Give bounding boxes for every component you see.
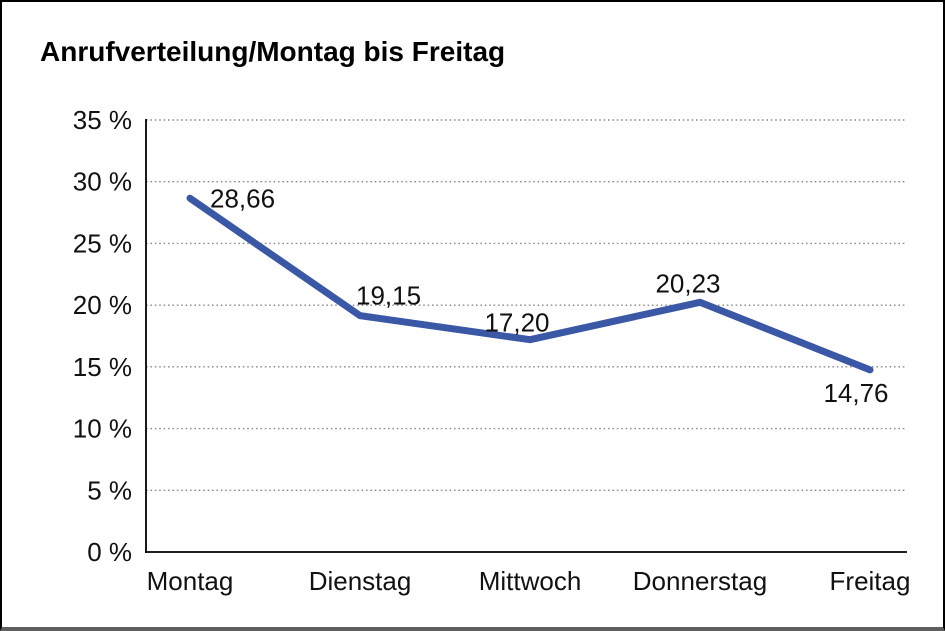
y-tick-label: 35 % [73,105,132,135]
data-point-label: 28,66 [210,183,275,213]
y-tick-label: 20 % [73,290,132,320]
data-point-label: 19,15 [356,281,421,311]
y-tick-label: 5 % [87,475,132,505]
y-tick-label: 10 % [73,414,132,444]
data-point-label: 17,20 [484,308,549,338]
y-tick-label: 15 % [73,352,132,382]
data-point-label: 20,23 [655,268,720,298]
x-category-label: Montag [147,566,234,596]
y-tick-label: 25 % [73,228,132,258]
data-point-label: 14,76 [823,378,888,408]
x-category-label: Freitag [830,566,911,596]
x-category-label: Dienstag [309,566,412,596]
x-category-label: Mittwoch [479,566,582,596]
plot-area: 0 % 5 % 10 % 15 % 20 % 25 % 30 % 35 % Montag Dien… [73,105,911,596]
y-tick-label: 0 % [87,537,132,567]
data-line [186,194,874,374]
y-tick-label: 30 % [73,167,132,197]
x-category-label: Donnerstag [633,566,767,596]
chart-title: Anrufverteilung/Montag bis Freitag [40,36,506,67]
